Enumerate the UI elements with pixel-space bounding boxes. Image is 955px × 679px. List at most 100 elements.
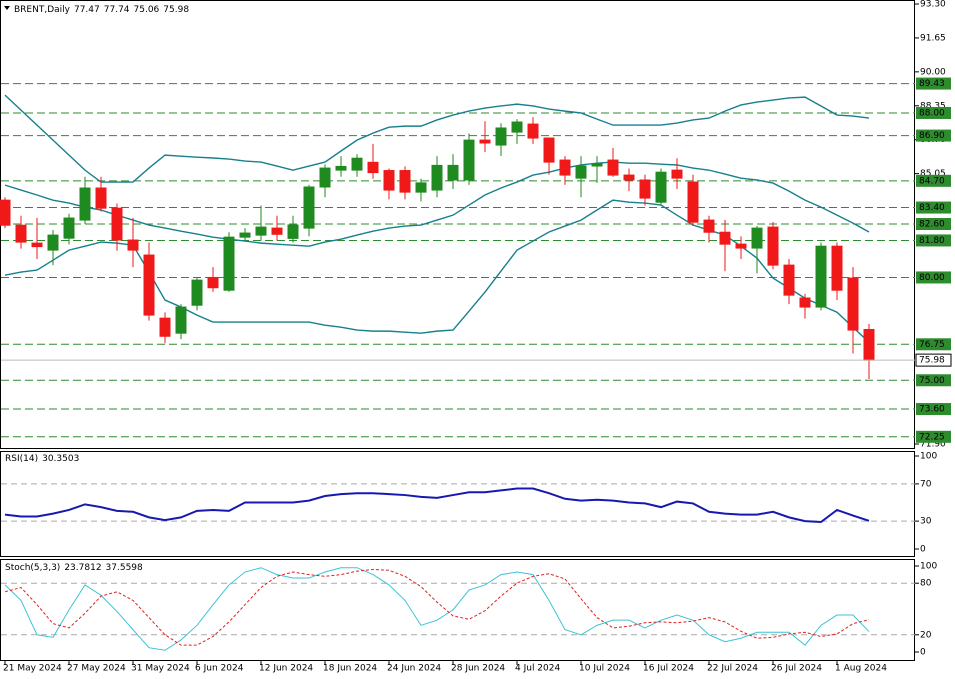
candle-body	[815, 245, 827, 308]
level-label: 75.00	[919, 376, 945, 386]
level-tag	[916, 77, 951, 90]
y-tick-label: 100	[920, 562, 937, 572]
candle-body	[863, 328, 875, 361]
x-tick-label: 18 Jun 2024	[323, 664, 377, 674]
candle-body	[751, 227, 763, 249]
candle-body	[799, 297, 811, 308]
ohlc-value: 75.06	[134, 5, 160, 15]
candle-body	[383, 170, 395, 191]
level-label: 76.75	[919, 340, 945, 350]
level-label: 82.60	[919, 220, 945, 230]
candle-body	[687, 181, 699, 223]
candle-body	[511, 121, 523, 133]
candle-body	[543, 137, 555, 163]
level-tag	[916, 234, 951, 247]
indicator-line	[4, 487, 870, 524]
candle-body	[735, 243, 747, 249]
last-price-label: 75.98	[919, 356, 945, 366]
candle-body	[719, 231, 731, 245]
level-tag	[916, 338, 951, 351]
candle-body	[175, 306, 187, 334]
indicator-line	[4, 567, 870, 651]
y-tick-label: 30	[920, 517, 932, 527]
candle-body	[847, 277, 859, 331]
candle-body	[351, 157, 363, 171]
indicator-value: 30.3503	[42, 454, 79, 464]
candle-body	[575, 165, 587, 179]
candle-body	[319, 167, 331, 188]
level-tag	[916, 129, 951, 142]
indicator-name: RSI(14)	[5, 454, 38, 464]
candle-body	[79, 187, 91, 221]
level-label: 86.90	[919, 131, 945, 141]
x-tick-label: 28 Jun 2024	[451, 664, 505, 674]
level-label: 72.25	[919, 432, 945, 442]
rsi-header: RSI(14) 30.3503	[5, 454, 79, 464]
candle-body	[111, 207, 123, 241]
candle-body	[783, 264, 795, 296]
x-tick-label: 12 Jun 2024	[259, 664, 313, 674]
level-label: 73.60	[919, 405, 945, 415]
level-label: 88.00	[919, 108, 945, 118]
x-tick-label: 10 Jul 2024	[579, 664, 630, 674]
band-line	[4, 161, 870, 247]
candle-body	[63, 217, 75, 239]
y-tick-label: 0	[920, 545, 926, 555]
candle-body	[479, 139, 491, 144]
rsi-panel-frame	[0, 451, 915, 557]
candle-body	[255, 226, 267, 236]
candle-body	[415, 182, 427, 193]
y-tick-label: 91.65	[920, 33, 946, 43]
candle-body	[703, 219, 715, 233]
candle-body	[447, 164, 459, 181]
candle-body	[0, 199, 11, 226]
level-label: 84.70	[919, 176, 945, 186]
x-tick-label: 24 Jun 2024	[387, 664, 441, 674]
x-tick-label: 16 Jul 2024	[643, 664, 694, 674]
level-label: 83.40	[919, 203, 945, 213]
candle-body	[303, 186, 315, 229]
ohlc-value: 75.98	[163, 5, 189, 15]
x-tick-label: 21 May 2024	[3, 664, 62, 674]
level-tag	[916, 403, 951, 416]
candle-body	[399, 170, 411, 193]
y-tick-label: 20	[920, 630, 932, 640]
candle-body	[31, 242, 43, 248]
level-label: 81.80	[919, 236, 945, 246]
candle-body	[143, 254, 155, 316]
candle-body	[47, 234, 59, 251]
indicator-value: 37.5598	[106, 563, 143, 573]
candle-body	[527, 123, 539, 139]
candle-body	[239, 232, 251, 238]
level-tag	[916, 174, 951, 187]
level-tag	[916, 430, 951, 443]
candle-body	[767, 226, 779, 266]
candle-body	[15, 224, 27, 243]
ohlc-value: 77.47	[74, 5, 100, 15]
x-tick-label: 6 Jun 2024	[195, 664, 244, 674]
candle-body	[639, 179, 651, 199]
symbol: BRENT,Daily	[14, 5, 71, 15]
stoch-panel-frame	[0, 559, 915, 661]
candle-body	[95, 187, 107, 209]
ohlc-value: 77.74	[104, 5, 130, 15]
y-tick-label: 70	[920, 479, 932, 489]
level-tag	[916, 106, 951, 119]
stoch-header: Stoch(5,3,3) 23.7812 37.5598	[5, 563, 143, 573]
candle-body	[335, 165, 347, 171]
candle-body	[287, 224, 299, 239]
y-tick-label: 80	[920, 579, 932, 589]
menu-arrow	[4, 6, 10, 10]
level-label: 89.43	[919, 79, 945, 89]
level-label: 80.00	[919, 273, 945, 283]
candle-body	[367, 161, 379, 174]
candle-body	[607, 159, 619, 176]
last-price-tag	[915, 353, 952, 367]
candle-body	[223, 236, 235, 291]
candle-body	[159, 317, 171, 337]
band-line	[4, 94, 870, 183]
y-tick-label: 93.30	[920, 0, 946, 10]
symbol-header: BRENT,Daily 77.47 77.74 75.06 75.98	[14, 5, 189, 15]
y-tick-label: 85.05	[920, 169, 946, 179]
x-tick-label: 31 May 2024	[131, 664, 190, 674]
